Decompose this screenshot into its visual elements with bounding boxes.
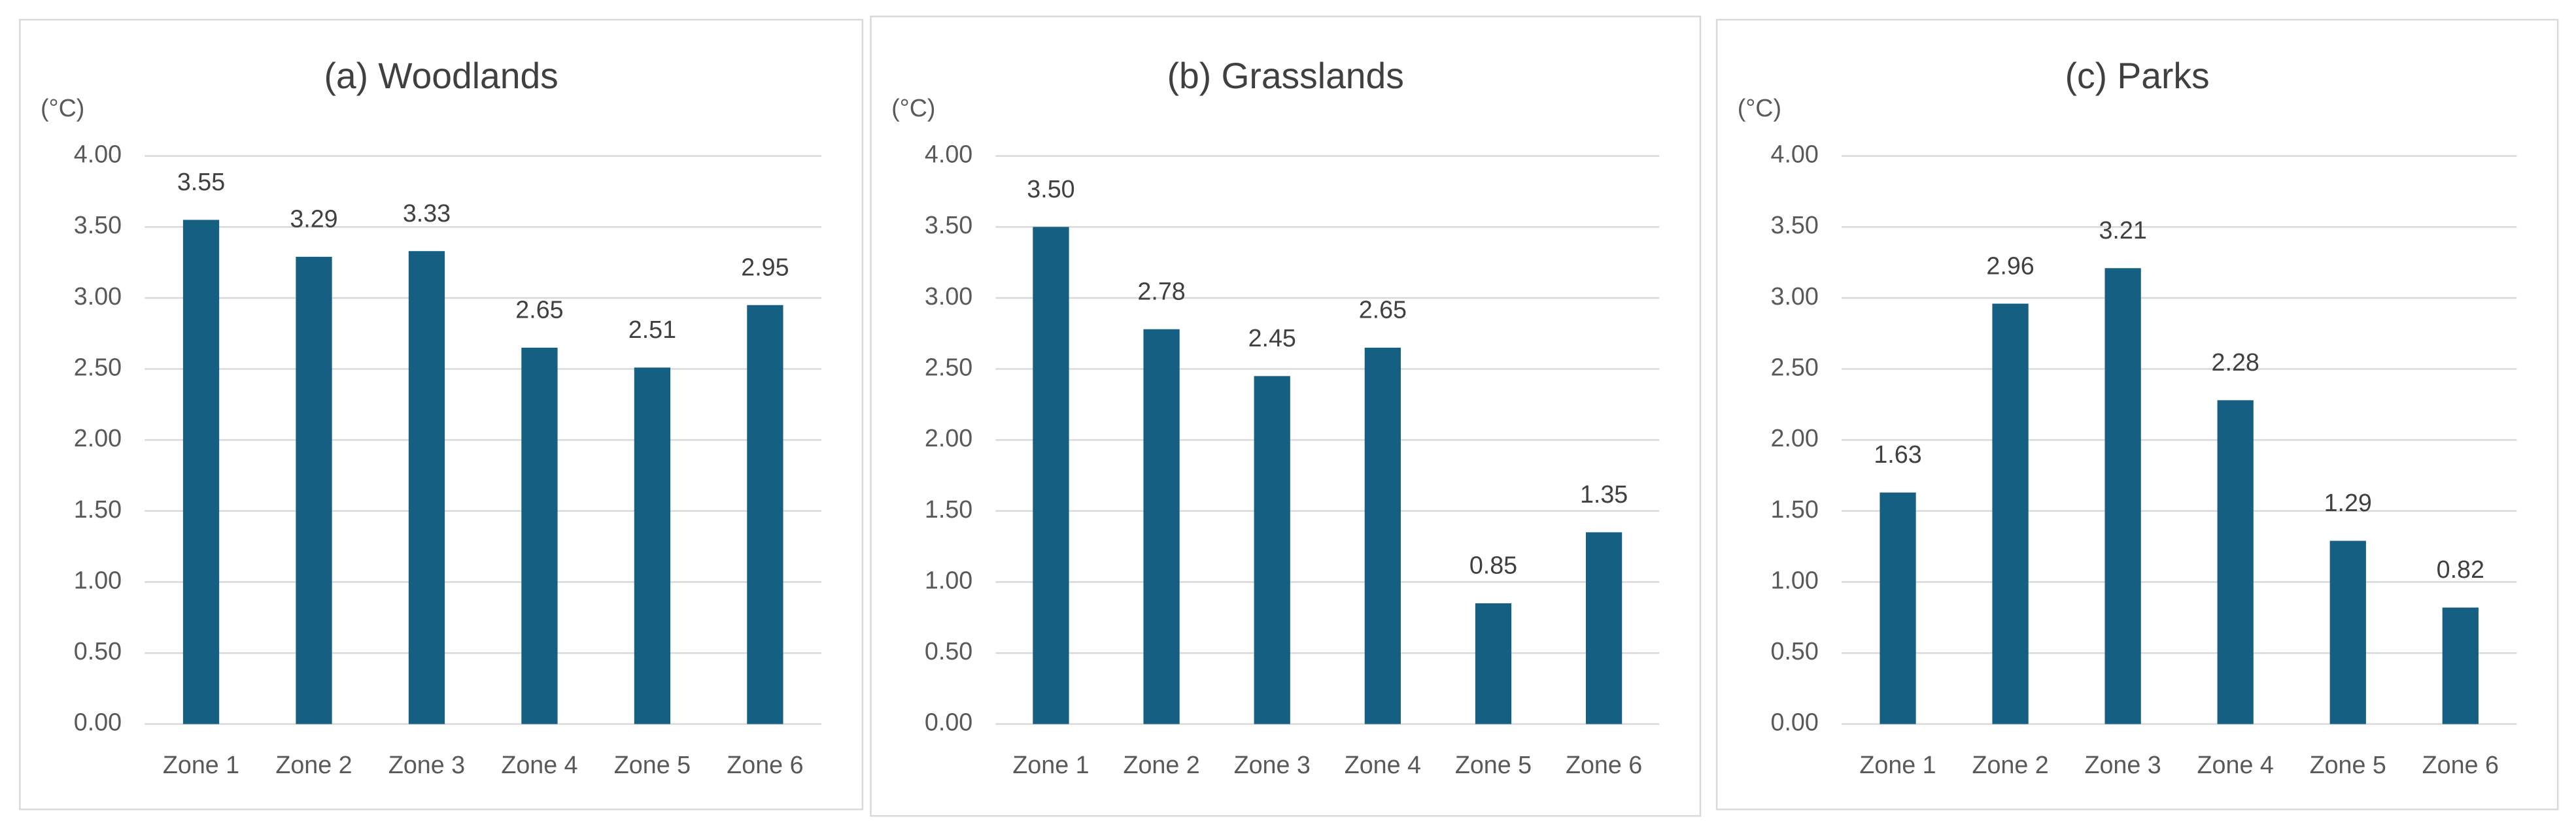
bar <box>1033 227 1069 724</box>
bar <box>1364 347 1401 724</box>
bar <box>1880 492 1916 724</box>
y-tick-label: 4.00 <box>925 141 972 168</box>
y-tick-label: 4.00 <box>1771 141 1819 168</box>
y-tick-label: 0.50 <box>74 637 122 665</box>
y-tick-label: 2.00 <box>1771 424 1819 452</box>
bar <box>2104 268 2141 724</box>
value-label: 0.85 <box>1469 552 1517 579</box>
bar <box>747 305 783 724</box>
x-tick-label: Zone 2 <box>275 751 352 778</box>
x-tick-label: Zone 5 <box>1455 751 1532 778</box>
y-tick-label: 2.50 <box>925 353 972 380</box>
bar <box>1585 532 1623 724</box>
chart-title: (a) Woodlands <box>324 56 558 96</box>
value-label: 2.65 <box>515 296 563 324</box>
value-label: 0.82 <box>2437 556 2484 583</box>
x-tick-label: Zone 6 <box>2422 751 2499 778</box>
chart-title: (c) Parks <box>2065 56 2210 96</box>
y-tick-label: 3.50 <box>925 211 972 239</box>
x-tick-label: Zone 5 <box>614 751 691 778</box>
x-tick-label: Zone 6 <box>727 751 803 778</box>
y-tick-label: 4.00 <box>74 141 122 168</box>
x-tick-label: Zone 2 <box>1972 751 2048 778</box>
value-label: 2.45 <box>1248 324 1296 352</box>
x-tick-label: Zone 3 <box>1234 751 1311 778</box>
x-tick-label: Zone 6 <box>1566 751 1642 778</box>
y-tick-label: 0.00 <box>925 709 972 736</box>
value-label: 2.95 <box>741 253 789 280</box>
y-tick-label: 1.50 <box>1771 495 1819 523</box>
x-tick-label: Zone 5 <box>2310 751 2386 778</box>
value-label: 3.55 <box>177 168 225 195</box>
y-tick-label: 0.50 <box>925 637 972 665</box>
x-tick-label: Zone 3 <box>2085 751 2161 778</box>
y-tick-label: 3.50 <box>1771 211 1819 239</box>
y-tick-label: 2.00 <box>925 424 972 452</box>
value-label: 3.29 <box>290 205 337 233</box>
y-axis-label: (°C) <box>1738 94 1781 122</box>
bar <box>521 347 558 724</box>
x-tick-label: Zone 4 <box>2197 751 2274 778</box>
y-tick-label: 3.50 <box>74 211 122 239</box>
bar <box>1992 303 2029 724</box>
y-axis-label: (°C) <box>41 94 84 122</box>
chart-title: (b) Grasslands <box>1167 56 1404 96</box>
bar <box>1475 603 1512 724</box>
y-tick-label: 0.00 <box>74 709 122 736</box>
y-axis-label: (°C) <box>891 94 935 122</box>
x-tick-label: Zone 2 <box>1123 751 1199 778</box>
value-label: 2.96 <box>1986 252 2034 279</box>
y-tick-label: 3.00 <box>74 282 122 310</box>
x-tick-label: Zone 3 <box>388 751 465 778</box>
x-tick-label: Zone 4 <box>501 751 577 778</box>
bar <box>1254 376 1290 724</box>
x-tick-label: Zone 4 <box>1345 751 1421 778</box>
value-label: 1.29 <box>2324 489 2372 516</box>
bar <box>634 367 671 724</box>
y-tick-label: 1.00 <box>925 566 972 593</box>
y-tick-label: 0.00 <box>1771 709 1819 736</box>
y-tick-label: 0.50 <box>1771 637 1819 665</box>
bar <box>1143 329 1180 724</box>
value-label: 2.28 <box>2212 348 2259 376</box>
bar <box>2329 541 2366 724</box>
value-label: 3.21 <box>2099 216 2146 244</box>
x-tick-label: Zone 1 <box>163 751 239 778</box>
value-label: 1.35 <box>1580 480 1628 508</box>
value-label: 3.50 <box>1027 175 1074 203</box>
bar <box>2217 400 2254 724</box>
value-label: 2.51 <box>628 316 676 343</box>
value-label: 1.63 <box>1874 441 1921 468</box>
y-tick-label: 2.50 <box>1771 353 1819 380</box>
y-tick-label: 3.00 <box>925 282 972 310</box>
y-tick-label: 2.50 <box>74 353 122 380</box>
bar <box>2442 607 2479 724</box>
value-label: 3.33 <box>403 199 451 227</box>
bar <box>408 251 445 724</box>
y-tick-label: 1.00 <box>74 566 122 593</box>
bar <box>296 256 332 724</box>
y-tick-label: 2.00 <box>74 424 122 452</box>
value-label: 2.78 <box>1137 277 1185 305</box>
y-tick-label: 1.00 <box>1771 566 1819 593</box>
y-tick-label: 1.50 <box>74 495 122 523</box>
x-tick-label: Zone 1 <box>1012 751 1089 778</box>
bar <box>182 220 220 724</box>
y-tick-label: 1.50 <box>925 495 972 523</box>
x-tick-label: Zone 1 <box>1859 751 1936 778</box>
y-tick-label: 3.00 <box>1771 282 1819 310</box>
value-label: 2.65 <box>1359 296 1407 324</box>
